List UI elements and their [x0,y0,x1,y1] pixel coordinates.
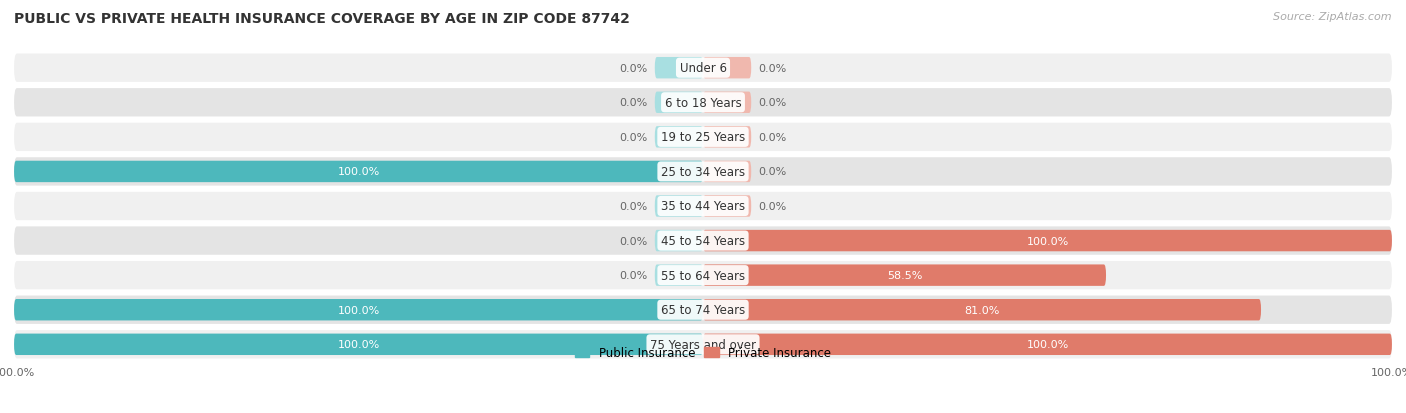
Text: 0.0%: 0.0% [620,133,648,142]
FancyBboxPatch shape [14,299,703,320]
Text: 0.0%: 0.0% [758,133,786,142]
Text: 100.0%: 100.0% [1026,339,1069,349]
FancyBboxPatch shape [14,261,1392,290]
Text: 45 to 54 Years: 45 to 54 Years [661,235,745,247]
Text: 0.0%: 0.0% [620,236,648,246]
Text: 100.0%: 100.0% [337,305,380,315]
FancyBboxPatch shape [703,161,751,183]
FancyBboxPatch shape [655,196,703,217]
FancyBboxPatch shape [703,93,751,114]
FancyBboxPatch shape [14,123,1392,152]
Text: 81.0%: 81.0% [965,305,1000,315]
Text: 100.0%: 100.0% [337,167,380,177]
FancyBboxPatch shape [655,265,703,286]
FancyBboxPatch shape [14,296,1392,324]
Text: PUBLIC VS PRIVATE HEALTH INSURANCE COVERAGE BY AGE IN ZIP CODE 87742: PUBLIC VS PRIVATE HEALTH INSURANCE COVER… [14,12,630,26]
FancyBboxPatch shape [14,227,1392,255]
Text: 100.0%: 100.0% [337,339,380,349]
Text: 75 Years and over: 75 Years and over [650,338,756,351]
FancyBboxPatch shape [703,58,751,79]
FancyBboxPatch shape [655,93,703,114]
Text: 0.0%: 0.0% [620,64,648,74]
Text: 25 to 34 Years: 25 to 34 Years [661,166,745,178]
FancyBboxPatch shape [655,127,703,148]
Text: 0.0%: 0.0% [620,271,648,280]
Text: 0.0%: 0.0% [758,202,786,211]
Text: 6 to 18 Years: 6 to 18 Years [665,97,741,109]
Text: 19 to 25 Years: 19 to 25 Years [661,131,745,144]
Text: 0.0%: 0.0% [620,98,648,108]
Text: 0.0%: 0.0% [758,64,786,74]
Text: 0.0%: 0.0% [758,167,786,177]
FancyBboxPatch shape [703,299,1261,320]
FancyBboxPatch shape [703,196,751,217]
FancyBboxPatch shape [703,334,1392,355]
Text: 0.0%: 0.0% [758,98,786,108]
Text: 35 to 44 Years: 35 to 44 Years [661,200,745,213]
Text: 65 to 74 Years: 65 to 74 Years [661,304,745,316]
FancyBboxPatch shape [14,334,703,355]
Text: 55 to 64 Years: 55 to 64 Years [661,269,745,282]
FancyBboxPatch shape [14,330,1392,358]
FancyBboxPatch shape [14,161,703,183]
Text: 58.5%: 58.5% [887,271,922,280]
FancyBboxPatch shape [703,127,751,148]
FancyBboxPatch shape [703,230,1392,252]
FancyBboxPatch shape [14,89,1392,117]
Text: Under 6: Under 6 [679,62,727,75]
FancyBboxPatch shape [14,158,1392,186]
FancyBboxPatch shape [655,230,703,252]
FancyBboxPatch shape [14,55,1392,83]
FancyBboxPatch shape [14,192,1392,221]
Text: 100.0%: 100.0% [1026,236,1069,246]
Legend: Public Insurance, Private Insurance: Public Insurance, Private Insurance [571,342,835,364]
FancyBboxPatch shape [655,58,703,79]
Text: Source: ZipAtlas.com: Source: ZipAtlas.com [1274,12,1392,22]
FancyBboxPatch shape [703,265,1107,286]
Text: 0.0%: 0.0% [620,202,648,211]
